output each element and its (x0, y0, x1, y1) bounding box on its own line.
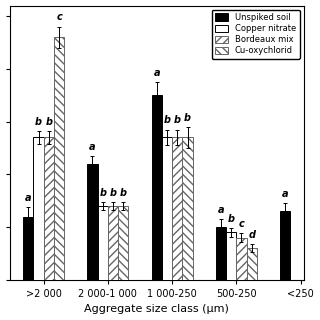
Text: b: b (120, 188, 127, 197)
Bar (172, 137, 182, 280)
Text: b: b (184, 113, 191, 123)
Bar (23, 217, 33, 280)
Text: b: b (228, 214, 235, 224)
Bar (87, 164, 98, 280)
Text: d: d (248, 230, 255, 240)
Text: b: b (99, 188, 106, 197)
Text: b: b (45, 117, 52, 127)
Bar (108, 206, 118, 280)
Bar (216, 227, 226, 280)
Bar (236, 238, 247, 280)
Bar (247, 248, 257, 280)
Text: b: b (174, 115, 181, 125)
Text: a: a (25, 193, 32, 203)
Text: b: b (35, 117, 42, 127)
Bar (280, 211, 290, 280)
Text: a: a (153, 68, 160, 78)
Bar (162, 137, 172, 280)
Text: a: a (282, 189, 289, 199)
Text: c: c (239, 219, 244, 229)
Text: b: b (109, 188, 116, 197)
Text: a: a (89, 142, 96, 152)
Bar (152, 95, 162, 280)
Bar (44, 137, 54, 280)
Text: c: c (56, 12, 62, 22)
Legend: Unspiked soil, Copper nitrate, Bordeaux mix, Cu-oxychlorid: Unspiked soil, Copper nitrate, Bordeaux … (212, 10, 300, 59)
Bar (98, 206, 108, 280)
Text: b: b (164, 115, 171, 125)
Bar (33, 137, 44, 280)
Bar (118, 206, 128, 280)
Bar (226, 232, 236, 280)
X-axis label: Aggregate size class (μm): Aggregate size class (μm) (84, 304, 229, 315)
Bar (54, 37, 64, 280)
Text: a: a (218, 205, 224, 215)
Bar (182, 137, 193, 280)
